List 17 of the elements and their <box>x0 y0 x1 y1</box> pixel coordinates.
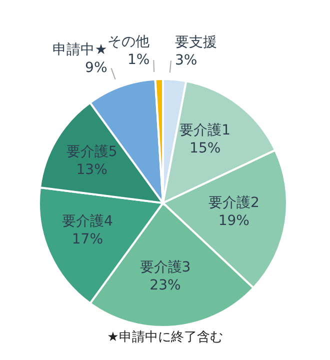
slice-label: 要介護4 <box>62 214 113 230</box>
slice-label: その他 <box>108 34 150 50</box>
data-label: 3% <box>174 52 198 69</box>
slice-label: 要介護1 <box>180 122 231 138</box>
data-label: 23% <box>150 278 181 294</box>
text: ★申請中に終了含む <box>106 329 224 346</box>
slice-label: 要介護2 <box>208 195 260 212</box>
data-label: 17% <box>72 232 104 248</box>
slice-label: 要支援 <box>174 34 217 51</box>
slice-label: 要介護5 <box>66 144 118 160</box>
data-label: 13% <box>76 162 108 178</box>
data-label: 19% <box>218 213 250 230</box>
slice-label: 要介護3 <box>140 260 191 276</box>
slice-label: 申請中★ <box>52 42 108 58</box>
data-label: 9% <box>85 60 108 76</box>
data-label: 1% <box>127 52 150 68</box>
data-label: 15% <box>190 140 221 156</box>
